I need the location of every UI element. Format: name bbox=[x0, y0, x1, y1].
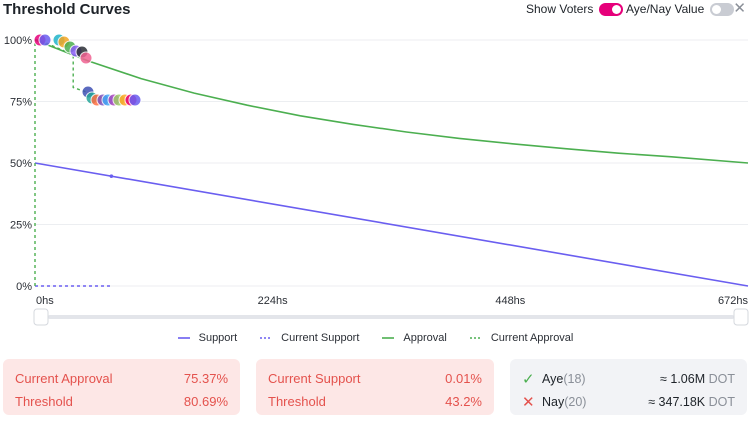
current-approval-value: 75.37% bbox=[183, 371, 228, 386]
page-title: Threshold Curves bbox=[3, 1, 131, 18]
toggle-knob bbox=[712, 4, 722, 14]
check-icon: ✓ bbox=[522, 370, 535, 388]
aye-approx-value: ≈ 1.06M bbox=[660, 371, 706, 386]
support-threshold-value: 43.2% bbox=[445, 394, 482, 409]
approval-threshold-label: Threshold bbox=[15, 394, 73, 409]
support-threshold-label: Threshold bbox=[268, 394, 326, 409]
nay-count: (20) bbox=[564, 394, 587, 409]
aye-unit: DOT bbox=[708, 371, 735, 386]
x-tick-label: 0hs bbox=[36, 295, 54, 307]
series-current-approval bbox=[34, 39, 112, 286]
y-tick-label: 25% bbox=[10, 220, 32, 232]
nay-approx-value: ≈ 347.18K bbox=[648, 394, 706, 409]
aye-label: Aye bbox=[542, 371, 564, 386]
legend-item[interactable]: Support bbox=[177, 332, 238, 344]
show-voters-label: Show Voters bbox=[526, 2, 594, 16]
range-slider-track[interactable] bbox=[48, 315, 734, 319]
support-marker bbox=[109, 174, 114, 178]
support-panel: Current Support 0.01% Threshold 43.2% bbox=[256, 359, 494, 415]
x-tick-label: 224hs bbox=[258, 295, 288, 307]
x-tick-label: 672hs bbox=[718, 295, 748, 307]
show-voters-toggle[interactable] bbox=[599, 2, 624, 16]
approval-panel: Current Approval 75.37% Threshold 80.69% bbox=[3, 359, 240, 415]
aye-amount: ≈ 1.06M DOT bbox=[660, 372, 735, 386]
show-voters-toggle-group[interactable]: Show Voters bbox=[526, 2, 624, 16]
nay-label: Nay bbox=[542, 394, 565, 409]
legend-item[interactable]: Approval bbox=[381, 332, 447, 344]
legend-label: Current Support bbox=[281, 332, 360, 344]
y-tick-label: 50% bbox=[10, 158, 32, 170]
threshold-chart: 0% 25% 50% 75% 100% 0hs 224hs 448hs 672hs bbox=[4, 33, 749, 326]
aye-nay-value-toggle[interactable] bbox=[710, 2, 735, 16]
y-tick-label: 75% bbox=[10, 97, 32, 109]
series-approval bbox=[34, 39, 749, 164]
chart-legend: Support Current Support Approval Current Ap… bbox=[0, 332, 750, 344]
aye-nay-value-label: Aye/Nay Value bbox=[626, 2, 705, 16]
close-icon[interactable]: ✕ bbox=[733, 0, 746, 17]
series-support bbox=[34, 162, 749, 287]
toggle-knob bbox=[612, 4, 622, 14]
approval-threshold-value: 80.69% bbox=[183, 394, 228, 409]
range-slider-left-handle[interactable] bbox=[33, 308, 49, 326]
aye-count: (18) bbox=[563, 371, 586, 386]
legend-label: Support bbox=[198, 332, 238, 344]
legend-item[interactable]: Current Support bbox=[259, 332, 359, 344]
voter-avatar[interactable] bbox=[79, 51, 93, 65]
votes-panel: ✓ Aye (18) ≈ 1.06M DOT ✕ Nay (20) ≈ 347.… bbox=[510, 359, 747, 415]
legend-label: Current Approval bbox=[490, 332, 574, 344]
y-tick-label: 0% bbox=[16, 281, 32, 293]
legend-label: Approval bbox=[403, 332, 447, 344]
nay-amount: ≈ 347.18K DOT bbox=[648, 395, 735, 409]
legend-swatch bbox=[177, 337, 190, 339]
aye-row[interactable]: ✓ Aye (18) ≈ 1.06M DOT bbox=[522, 367, 735, 390]
legend-item[interactable]: Current Approval bbox=[469, 332, 574, 344]
y-tick-label: 100% bbox=[4, 35, 32, 47]
voter-avatar[interactable] bbox=[38, 33, 52, 47]
aye-nay-value-toggle-group[interactable]: Aye/Nay Value bbox=[626, 2, 735, 16]
nay-unit: DOT bbox=[708, 394, 735, 409]
voter-avatar[interactable] bbox=[128, 93, 142, 107]
range-slider-right-handle[interactable] bbox=[733, 308, 749, 326]
nay-row[interactable]: ✕ Nay (20) ≈ 347.18K DOT bbox=[522, 390, 735, 413]
current-approval-label: Current Approval bbox=[15, 371, 113, 386]
current-support-value: 0.01% bbox=[445, 371, 482, 386]
x-tick-label: 448hs bbox=[495, 295, 525, 307]
legend-swatch bbox=[260, 337, 273, 339]
current-support-label: Current Support bbox=[268, 371, 361, 386]
legend-swatch bbox=[469, 337, 482, 339]
legend-swatch bbox=[382, 337, 395, 339]
close-x-icon: ✕ bbox=[522, 393, 535, 411]
